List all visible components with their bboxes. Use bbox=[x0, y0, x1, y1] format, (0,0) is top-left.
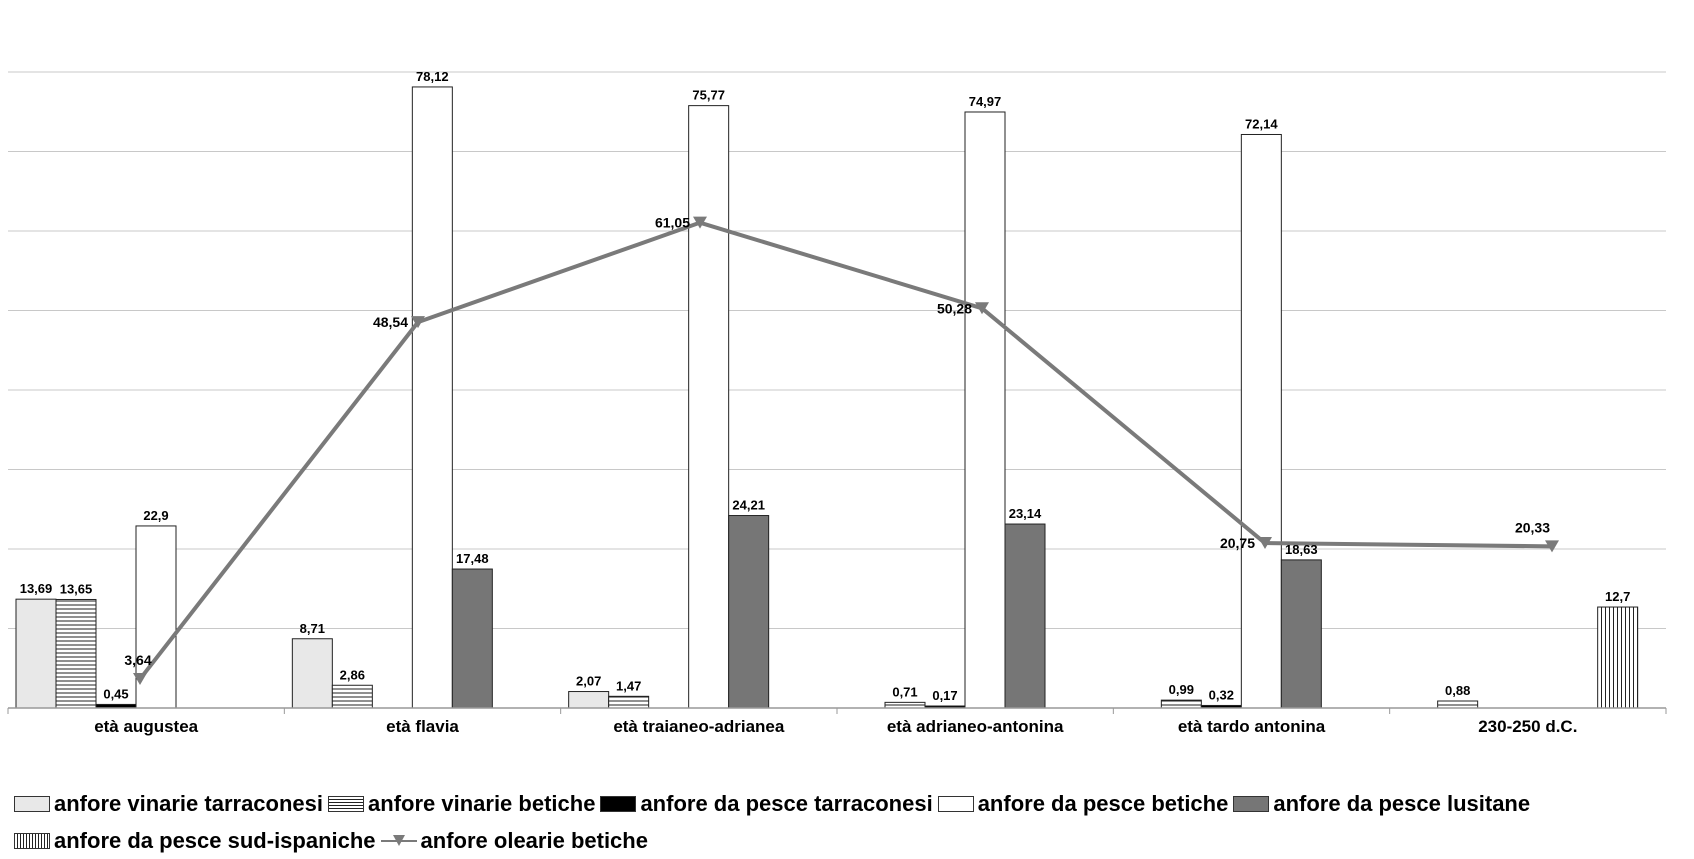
line-point-marker bbox=[975, 302, 989, 315]
x-tick-label: 230-250 d.C. bbox=[1478, 717, 1577, 736]
line-point-marker bbox=[693, 216, 707, 229]
bar-data-label: 75,77 bbox=[692, 88, 725, 103]
bar bbox=[15, 598, 57, 709]
line-data-label: 3,64 bbox=[124, 652, 151, 668]
bar bbox=[1004, 523, 1046, 709]
legend-item: anfore vinarie tarraconesi bbox=[14, 791, 323, 817]
legend-item: anfore da pesce lusitane bbox=[1233, 791, 1530, 817]
legend-swatch bbox=[14, 795, 50, 812]
line-data-label: 61,05 bbox=[655, 215, 690, 231]
bar bbox=[688, 105, 730, 709]
x-tick-label: età traianeo-adrianea bbox=[613, 717, 785, 736]
bar-data-label: 8,71 bbox=[300, 621, 325, 636]
line-data-label: 20,33 bbox=[1515, 519, 1550, 535]
legend-label: anfore da pesce betiche bbox=[977, 790, 1229, 816]
bar bbox=[55, 598, 97, 709]
legend-label: anfore da pesce tarraconesi bbox=[640, 790, 933, 816]
line-series-path bbox=[138, 220, 1553, 681]
legend-swatch bbox=[14, 832, 50, 849]
bar bbox=[1280, 559, 1322, 709]
data-labels: 13,69 8,71 2,07 13,65 2,86 1,47 0,71 0,99 0,88 0,… bbox=[20, 69, 1631, 703]
bar bbox=[1240, 133, 1282, 709]
bar-data-label: 0,45 bbox=[103, 686, 128, 701]
line-point-marker bbox=[1545, 540, 1559, 553]
bar-data-label: 2,86 bbox=[340, 667, 365, 682]
bar bbox=[568, 691, 610, 709]
bar-data-label: 0,32 bbox=[1209, 687, 1234, 702]
bar-data-label: 0,99 bbox=[1169, 682, 1194, 697]
bar-data-label: 23,14 bbox=[1009, 506, 1042, 521]
chart-plot: età augustea età flavia età traianeo-adria… bbox=[7, 69, 1667, 736]
bar-data-label: 78,12 bbox=[416, 69, 449, 84]
bar bbox=[451, 568, 493, 709]
line-point-marker bbox=[133, 673, 147, 686]
x-tick-label: età adrianeo-antonina bbox=[887, 717, 1064, 736]
bar bbox=[884, 701, 926, 709]
bar-data-label: 13,65 bbox=[60, 581, 93, 596]
bar-data-label: 74,97 bbox=[969, 94, 1002, 109]
bar-data-label: 2,07 bbox=[576, 674, 601, 689]
legend-label: anfore vinarie tarraconesi bbox=[54, 790, 324, 816]
x-axis: età augustea età flavia età traianeo-adria… bbox=[7, 707, 1667, 736]
legend-swatch bbox=[1233, 795, 1270, 812]
legend-label: anfore da pesce sud-ispaniche bbox=[54, 827, 376, 853]
bar-data-label: 13,69 bbox=[20, 581, 53, 596]
legend-label: anfore da pesce lusitane bbox=[1273, 790, 1531, 816]
bar-data-label: 12,7 bbox=[1605, 589, 1630, 604]
chart-legend: anfore vinarie tarraconesi anfore vinarie… bbox=[14, 785, 1694, 859]
bar bbox=[608, 695, 650, 709]
bar-data-label: 0,17 bbox=[932, 688, 957, 703]
bar bbox=[728, 515, 770, 709]
line-data-label: 50,28 bbox=[937, 300, 972, 316]
legend-swatch bbox=[600, 795, 637, 812]
x-tick-label: età augustea bbox=[94, 717, 198, 736]
legend-item: anfore vinarie betiche bbox=[328, 791, 595, 817]
bar-data-label: 24,21 bbox=[732, 498, 765, 513]
legend-row: anfore da pesce sud-ispaniche anfore olea… bbox=[14, 822, 1694, 859]
bar-data-label: 22,9 bbox=[143, 508, 168, 523]
olearie-line-series bbox=[133, 216, 1559, 686]
bar-data-label: 18,63 bbox=[1285, 542, 1318, 557]
line-point-marker bbox=[411, 316, 425, 329]
legend-line-marker bbox=[380, 834, 417, 846]
bar bbox=[291, 638, 333, 709]
bar bbox=[331, 684, 373, 709]
bars bbox=[15, 86, 1639, 709]
bar bbox=[411, 86, 453, 709]
bar-data-label: 1,47 bbox=[616, 678, 641, 693]
legend-row: anfore vinarie tarraconesi anfore vinarie… bbox=[14, 785, 1694, 822]
x-tick-label: età flavia bbox=[386, 717, 459, 736]
line-point-marker bbox=[1258, 537, 1272, 550]
bar-data-label: 0,71 bbox=[892, 684, 917, 699]
line-data-label: 20,75 bbox=[1220, 535, 1255, 551]
line-data-label: 48,54 bbox=[373, 314, 408, 330]
bar bbox=[1437, 700, 1479, 709]
legend-item: anfore da pesce betiche bbox=[937, 790, 1229, 817]
x-tick-label: età tardo antonina bbox=[1178, 717, 1326, 736]
bar bbox=[964, 111, 1006, 709]
bar bbox=[1160, 699, 1202, 709]
legend-item: anfore da pesce tarraconesi bbox=[600, 790, 933, 817]
legend-label: anfore olearie betiche bbox=[420, 827, 648, 853]
bar-data-label: 0,88 bbox=[1445, 683, 1470, 698]
bar-data-label: 72,14 bbox=[1245, 116, 1278, 131]
legend-item: anfore olearie betiche bbox=[380, 827, 648, 854]
legend-swatch bbox=[328, 795, 365, 812]
legend-label: anfore vinarie betiche bbox=[368, 790, 596, 816]
bar-data-label: 17,48 bbox=[456, 551, 489, 566]
gridlines bbox=[8, 71, 1666, 709]
bar bbox=[1597, 606, 1639, 709]
legend-item: anfore da pesce sud-ispaniche bbox=[14, 828, 376, 854]
legend-swatch bbox=[937, 795, 974, 812]
